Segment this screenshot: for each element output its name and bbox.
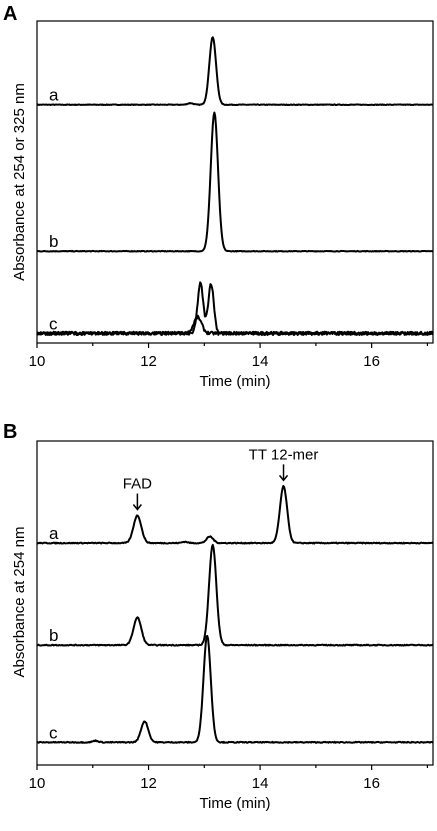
panel-a-trace-labels: a b c [49,86,59,334]
trace-overlay [36,314,434,336]
trace-label: b [49,232,58,251]
panel-a-plot-frame [36,20,434,344]
panel-a-label: A [3,3,17,25]
annotation-arrowhead [278,474,289,482]
panel-b-x-axis-label: Time (min) [199,795,270,812]
panel-b-x-tick-labels: 10 12 14 16 [29,775,380,792]
panel-a-x-axis-label: Time (min) [199,373,270,390]
x-tick-label: 16 [363,775,380,792]
panel-b-traces [36,484,434,744]
x-tick-label: 14 [252,353,269,370]
trace-b [36,543,434,647]
panel-a-traces [36,36,434,336]
trace-label: c [49,723,58,742]
annotation-label: TT 12-mer [249,446,319,463]
trace-a [36,484,434,545]
x-tick-label: 16 [363,353,380,370]
x-tick-label: 10 [29,353,46,370]
trace-c [36,634,434,744]
x-tick-label: 12 [140,775,157,792]
panel-b-x-ticks [36,765,429,770]
panel-b-plot-frame [36,440,434,766]
panel-a-x-ticks [36,343,429,348]
x-tick-label: 10 [29,775,46,792]
x-tick-label: 12 [140,353,157,370]
trace-b [36,111,434,253]
panel-b-trace-labels: a b c [49,524,59,742]
trace-a [36,36,434,107]
panel-b: B 10 12 14 16 a b c FAD TT 12-mer Time (min) A… [3,421,434,812]
x-tick-label: 14 [252,775,269,792]
trace-label: a [49,524,59,543]
annotation-arrowhead [132,504,142,511]
trace-label: c [49,314,58,333]
panel-b-y-axis-label: Absorbance at 254 nm [11,527,28,678]
panel-a-y-axis-label: Absorbance at 254 or 325 nm [11,83,28,281]
annotation-label: FAD [123,476,152,493]
trace-label: b [49,626,58,645]
panel-b-label: B [3,421,17,443]
trace-c [36,281,434,336]
panel-b-annotations: FAD TT 12-mer [123,446,319,511]
trace-label: a [49,86,59,105]
panel-a-x-tick-labels: 10 12 14 16 [29,353,380,370]
panel-a: A 10 12 14 16 a b c Time (min) Absorbance at … [3,3,434,390]
